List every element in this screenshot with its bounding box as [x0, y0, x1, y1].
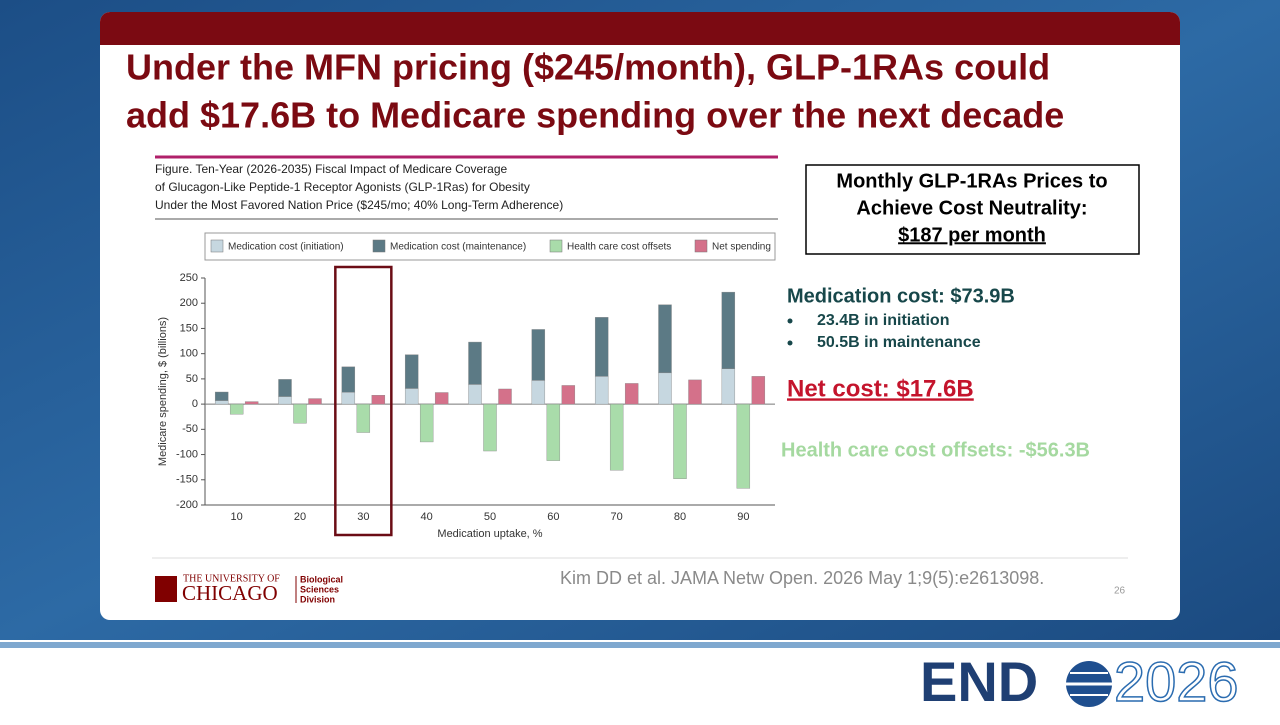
- bar: [468, 384, 482, 405]
- logo-division: Division: [300, 594, 335, 604]
- bar: [483, 403, 497, 452]
- highlight-box: [334, 265, 393, 537]
- logo-line: THE UNIVERSITY OF: [183, 573, 280, 584]
- citation: Kim DD et al. JAMA Netw Open. 2026 May 1…: [560, 568, 1044, 588]
- bar: [498, 388, 512, 405]
- info-box: [805, 164, 1140, 255]
- info-text: $187 per month: [898, 224, 1046, 246]
- bar: [434, 392, 449, 405]
- legend-label: Medication cost (initiation): [228, 242, 344, 253]
- y-tick-label: -100: [176, 448, 198, 460]
- bar: [244, 401, 259, 405]
- x-tick-label: 30: [357, 511, 369, 523]
- legend-swatch: [549, 239, 563, 253]
- bar: [308, 398, 322, 405]
- bar: [371, 395, 386, 405]
- bar: [404, 354, 419, 389]
- x-tick-label: 70: [611, 511, 623, 523]
- x-tick-label: 40: [421, 511, 433, 523]
- y-tick-label: 100: [180, 348, 198, 360]
- y-tick-label: -200: [176, 499, 198, 511]
- x-tick-label: 80: [674, 511, 686, 523]
- bar: [594, 376, 609, 405]
- slide-title: Under the MFN pricing ($245/month), GLP-…: [126, 47, 1050, 88]
- legend-swatch: [210, 239, 224, 253]
- bar: [419, 403, 434, 443]
- endo-logo: [1066, 661, 1112, 707]
- x-tick-label: 90: [737, 511, 749, 523]
- legend-swatch: [694, 239, 708, 253]
- bar: [531, 380, 546, 405]
- y-tick-label: 150: [180, 322, 198, 334]
- logo-division: Biological: [300, 574, 343, 584]
- bar: [229, 403, 244, 415]
- bar: [688, 379, 702, 405]
- page-number: 26: [1114, 586, 1126, 597]
- bar: [278, 396, 292, 405]
- bar: [624, 383, 639, 405]
- bar: [293, 403, 307, 424]
- legend-swatch: [372, 239, 386, 253]
- x-tick-label: 50: [484, 511, 496, 523]
- bar: [341, 392, 356, 405]
- slide-title: add $17.6B to Medicare spending over the…: [126, 95, 1064, 136]
- logo-line: CHICAGO: [182, 581, 278, 605]
- bar: [673, 403, 687, 479]
- x-tick-label: 20: [294, 511, 306, 523]
- bar: [214, 391, 229, 401]
- footer-stripe: [0, 642, 1280, 648]
- x-axis-label: Medication uptake, %: [437, 528, 542, 540]
- legend-label: Health care cost offsets: [567, 242, 671, 253]
- bar: [658, 304, 672, 374]
- bar: [561, 385, 576, 405]
- bar: [594, 317, 609, 377]
- bar: [341, 366, 356, 393]
- figure-title: Figure. Ten-Year (2026-2035) Fiscal Impa…: [155, 162, 508, 176]
- bar: [751, 376, 766, 405]
- y-tick-label: -50: [182, 423, 198, 435]
- y-tick-label: 50: [186, 373, 198, 385]
- shield: [155, 576, 177, 602]
- net-cost: Net cost: $17.6B: [787, 375, 974, 402]
- bullet: [787, 340, 793, 346]
- bar: [278, 379, 292, 397]
- uchicago-logo: [155, 576, 297, 603]
- y-tick-label: -150: [176, 474, 198, 486]
- bar: [736, 403, 751, 489]
- logo-division: Sciences: [300, 584, 339, 594]
- bar: [609, 403, 624, 471]
- x-tick-label: 10: [231, 511, 243, 523]
- legend-label: Net spending: [712, 242, 771, 253]
- bar: [468, 341, 482, 385]
- bar: [404, 388, 419, 405]
- legend-box: [204, 232, 776, 261]
- event-year: 2026: [1114, 650, 1239, 713]
- bar: [658, 372, 672, 405]
- medication-cost: Medication cost: $73.9B: [787, 285, 1015, 307]
- bar: [531, 329, 546, 381]
- bar: [214, 400, 229, 405]
- x-tick-label: 60: [547, 511, 559, 523]
- y-tick-label: 0: [192, 398, 198, 410]
- bullet-text: 23.4B in initiation: [817, 312, 949, 329]
- info-text: Monthly GLP-1RAs Prices to: [836, 170, 1107, 192]
- figure-title: of Glucagon-Like Peptide-1 Receptor Agon…: [155, 180, 530, 194]
- legend-label: Medication cost (maintenance): [390, 242, 526, 253]
- slide-card: [100, 12, 1180, 620]
- bullet: [787, 318, 793, 324]
- bar: [356, 403, 371, 433]
- bullet-text: 50.5B in maintenance: [817, 334, 981, 351]
- y-axis-label: Medicare spending, $ (billions): [157, 317, 169, 466]
- event-name: END: [920, 650, 1038, 713]
- info-text: Achieve Cost Neutrality:: [856, 197, 1087, 219]
- bar: [721, 291, 736, 370]
- bar: [721, 368, 736, 405]
- header-bar: [100, 12, 1180, 45]
- bar: [546, 403, 561, 461]
- y-tick-label: 200: [180, 297, 198, 309]
- y-tick-label: 250: [180, 272, 198, 284]
- figure-title: Under the Most Favored Nation Price ($24…: [155, 198, 563, 212]
- offsets-text: Health care cost offsets: -$56.3B: [781, 439, 1090, 461]
